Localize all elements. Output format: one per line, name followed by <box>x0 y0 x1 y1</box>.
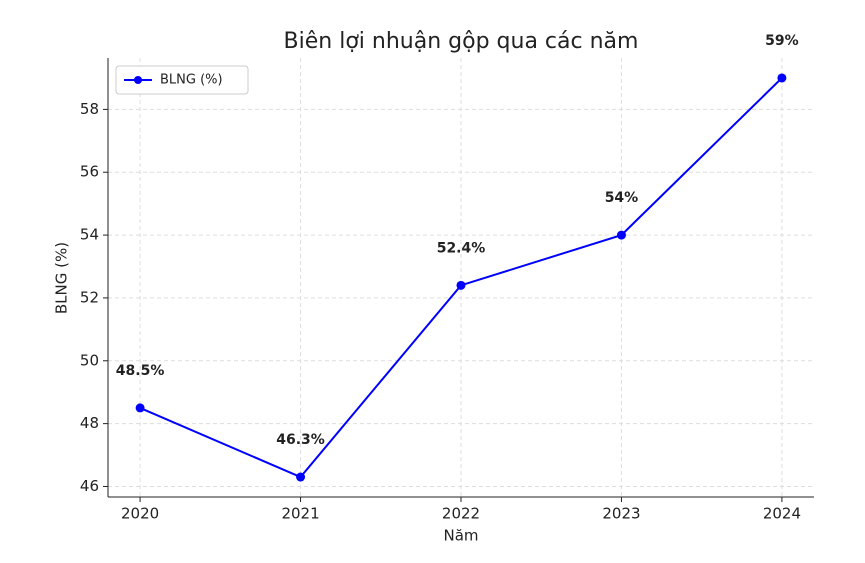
y-tick-label: 52 <box>80 288 99 306</box>
value-label: 48.5% <box>116 363 165 379</box>
point <box>777 73 787 83</box>
x-tick-label: 2022 <box>442 505 480 523</box>
value-label: 46.3% <box>276 432 325 448</box>
x-tick-label: 2020 <box>121 505 159 523</box>
y-tick-label: 58 <box>80 100 99 118</box>
point <box>296 472 306 482</box>
x-tick-label: 2024 <box>763 505 801 523</box>
legend-box <box>115 65 249 95</box>
y-tick-label: 56 <box>80 163 99 181</box>
point <box>456 280 466 290</box>
y-tick-label: 50 <box>80 351 99 369</box>
value-label: 52.4% <box>437 240 486 256</box>
y-axis-label: BLNG (%) <box>53 242 71 314</box>
legend-marker <box>134 76 142 84</box>
point <box>135 403 145 413</box>
y-tick-label: 46 <box>80 477 99 495</box>
value-label: 54% <box>605 190 639 206</box>
chart-title: Biên lợi nhuận gộp qua các năm <box>284 29 639 54</box>
y-tick-label: 54 <box>80 226 99 244</box>
x-axis-label: Năm <box>443 527 478 545</box>
point <box>616 230 626 240</box>
x-tick-label: 2023 <box>602 505 640 523</box>
legend-label: BLNG (%) <box>160 73 223 88</box>
value-label: 59% <box>765 33 799 49</box>
x-tick-label: 2021 <box>281 505 319 523</box>
y-tick-label: 48 <box>80 414 99 432</box>
